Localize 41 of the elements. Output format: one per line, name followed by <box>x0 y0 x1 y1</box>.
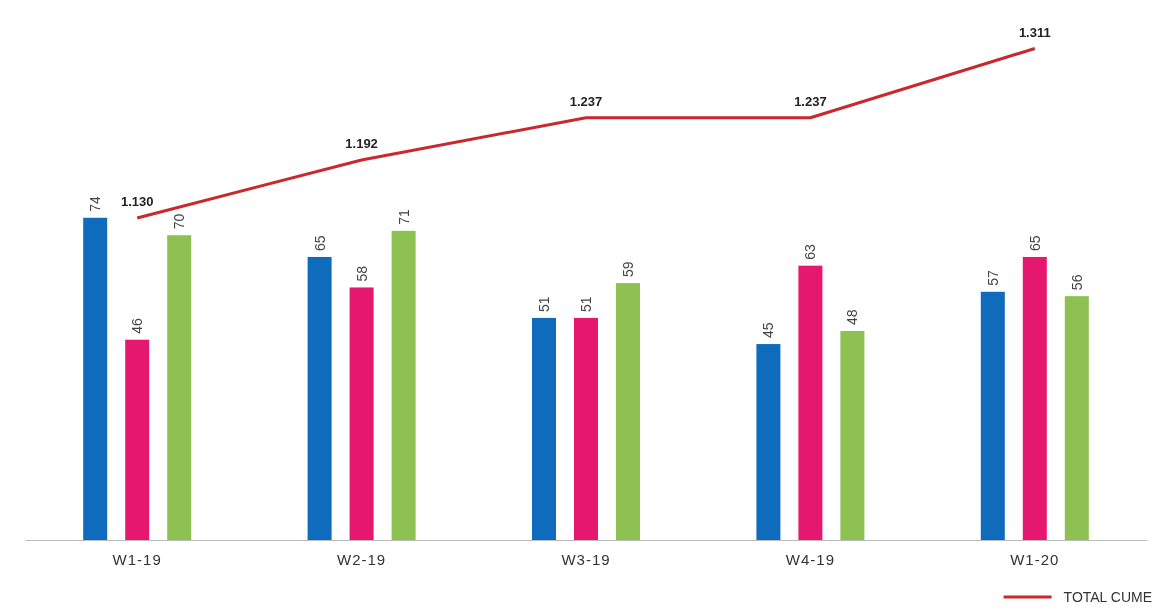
data-label: 74 <box>87 195 104 212</box>
data-label: 46 <box>129 317 146 334</box>
x-tick-label: W1-19 <box>112 550 162 568</box>
data-label: 1.311 <box>1018 24 1051 40</box>
bar <box>307 256 332 540</box>
x-tick-label: W3-19 <box>561 550 611 568</box>
data-label: 48 <box>844 309 861 325</box>
data-label: 1.237 <box>794 93 827 109</box>
bar <box>574 317 598 540</box>
data-label: 51 <box>536 296 552 312</box>
data-label: 45 <box>760 322 777 339</box>
legend-label: TOTAL CUME <box>1063 589 1152 605</box>
bar <box>167 235 192 540</box>
bar <box>349 287 374 540</box>
bar <box>1064 296 1089 540</box>
bar <box>840 330 865 540</box>
data-label: 1.130 <box>120 193 154 209</box>
x-tick-label: W1-20 <box>1010 550 1060 568</box>
data-label: 63 <box>802 243 819 260</box>
data-label: 1.237 <box>569 93 603 109</box>
data-label: 58 <box>353 265 370 282</box>
bar <box>125 339 150 540</box>
bar <box>1022 256 1047 540</box>
bar <box>756 344 781 540</box>
data-label: 1.192 <box>345 135 378 151</box>
data-label: 59 <box>620 261 636 278</box>
data-label: 57 <box>984 270 1001 286</box>
bar <box>83 217 108 540</box>
bar <box>532 317 556 540</box>
x-tick-label: W2-19 <box>337 550 387 568</box>
data-label: 65 <box>1026 235 1043 251</box>
bar <box>391 230 416 540</box>
data-label: 70 <box>171 213 188 230</box>
bar <box>980 291 1005 540</box>
data-label: 56 <box>1068 274 1085 291</box>
data-label: 51 <box>578 296 594 312</box>
bar <box>798 265 823 540</box>
x-tick-label: W4-19 <box>785 550 835 568</box>
data-label: 71 <box>395 209 412 225</box>
bar <box>616 283 640 540</box>
data-label: 65 <box>311 235 328 251</box>
